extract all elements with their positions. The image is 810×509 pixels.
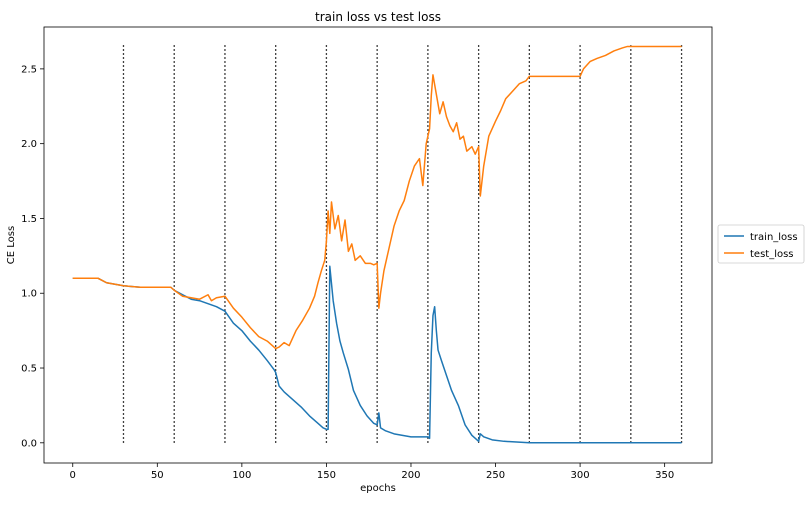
y-tick-label: 1.5 bbox=[21, 214, 37, 225]
series-group bbox=[72, 45, 682, 444]
x-tick-label: 150 bbox=[317, 470, 336, 481]
legend: train_loss test_loss bbox=[717, 224, 805, 264]
y-tick-label: 0.0 bbox=[21, 438, 37, 449]
y-axis-label: CE Loss bbox=[6, 226, 17, 264]
epoch-divider-lines bbox=[122, 44, 683, 443]
x-tick-label: 0 bbox=[70, 470, 76, 481]
series-line-test-loss bbox=[72, 45, 682, 350]
y-tick-label: 2.5 bbox=[21, 64, 37, 75]
x-axis-label: epochs bbox=[360, 483, 396, 494]
x-tick-label: 50 bbox=[151, 470, 164, 481]
x-tick-label: 200 bbox=[401, 470, 420, 481]
plot-frame bbox=[43, 26, 713, 464]
x-tick-label: 350 bbox=[655, 470, 674, 481]
y-axis-ticks: 0.0 0.5 1.0 1.5 2.0 2.5 bbox=[21, 64, 44, 449]
legend-label-train-loss: train_loss bbox=[750, 232, 798, 243]
x-tick-label: 100 bbox=[232, 470, 251, 481]
y-tick-label: 2.0 bbox=[21, 139, 37, 150]
chart-title: train loss vs test loss bbox=[315, 10, 441, 24]
series-line-train-loss bbox=[72, 265, 682, 444]
x-axis-ticks: 0 50 100 150 200 250 300 350 bbox=[70, 463, 674, 481]
x-tick-label: 300 bbox=[571, 470, 590, 481]
y-tick-label: 1.0 bbox=[21, 289, 37, 300]
x-tick-label: 250 bbox=[486, 470, 505, 481]
legend-label-test-loss: test_loss bbox=[750, 249, 794, 260]
y-tick-label: 0.5 bbox=[21, 364, 37, 375]
